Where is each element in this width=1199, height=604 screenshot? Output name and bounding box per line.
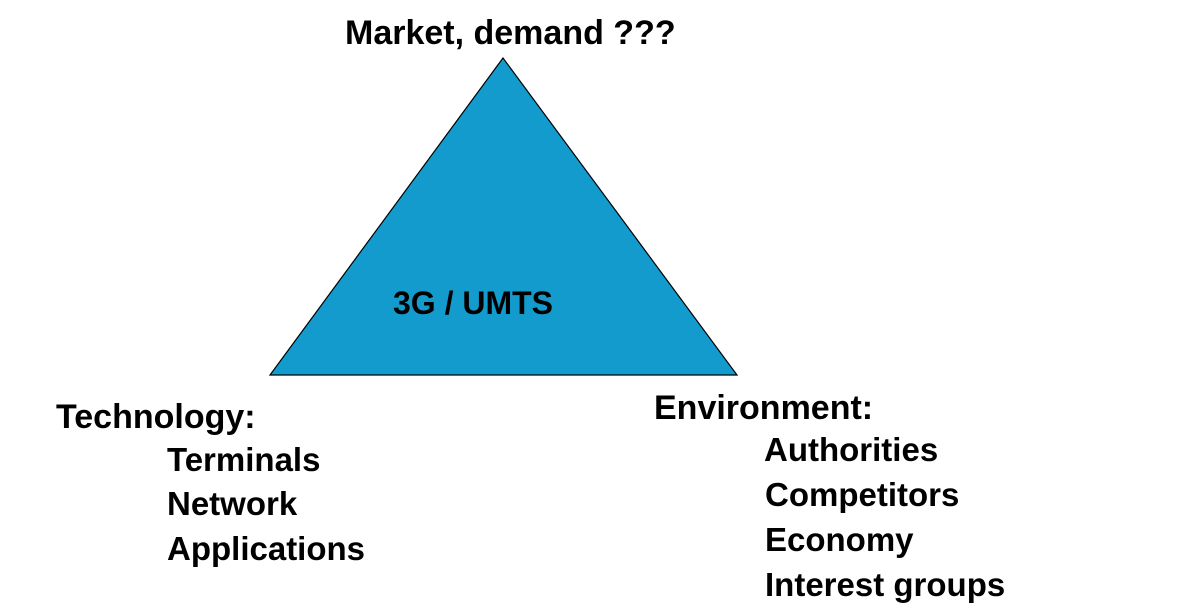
center-label-3g-umts: 3G / UMTS xyxy=(393,285,554,321)
technology-item-network: Network xyxy=(167,485,298,522)
environment-item-authorities: Authorities xyxy=(764,431,939,468)
environment-item-economy: Economy xyxy=(765,521,914,558)
technology-item-terminals: Terminals xyxy=(167,441,321,478)
environment-item-competitors: Competitors xyxy=(765,476,960,513)
technology-heading: Technology: xyxy=(56,398,256,436)
top-label-market-demand: Market, demand ??? xyxy=(345,14,676,52)
environment-item-interest-groups: Interest groups xyxy=(765,566,1006,603)
technology-item-applications: Applications xyxy=(167,530,366,567)
environment-heading: Environment: xyxy=(654,389,874,427)
triangle-shape xyxy=(268,56,739,376)
